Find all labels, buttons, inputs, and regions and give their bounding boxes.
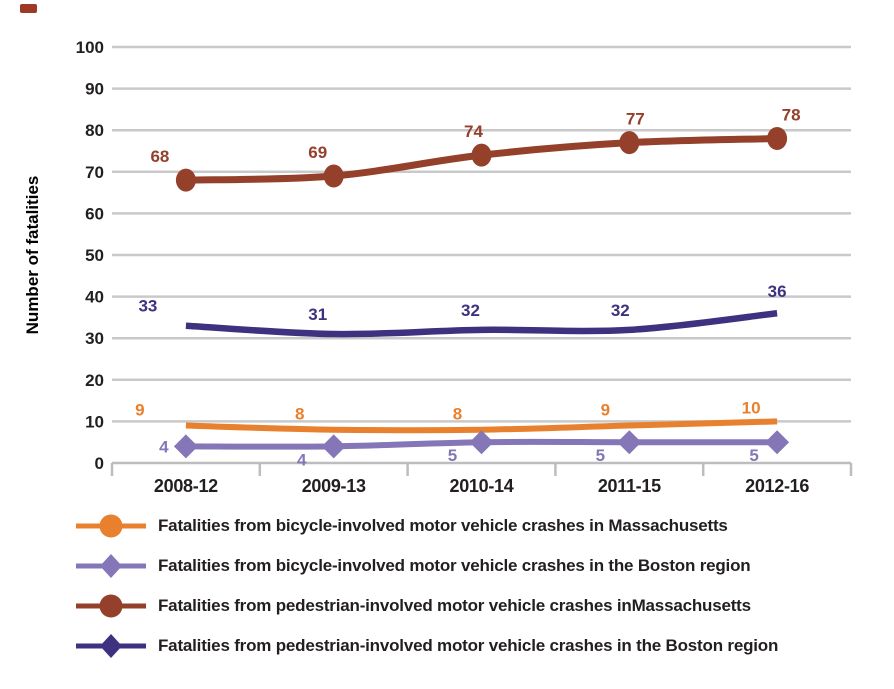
series-2-marker [323, 164, 344, 188]
series-1-marker [321, 434, 346, 459]
x-axis-label: 2012-16 [745, 476, 809, 496]
data-label: 36 [768, 282, 787, 301]
series-1-marker [765, 430, 790, 455]
data-label: 9 [601, 401, 610, 420]
data-label: 69 [308, 143, 327, 162]
series-2-marker [767, 127, 788, 151]
data-label: 8 [453, 405, 462, 424]
data-label: 74 [464, 122, 483, 141]
legend-label: Fatalities from bicycle-involved motor v… [158, 556, 751, 575]
fatalities-line-chart: Number of fatalities 0 10 20 30 40 50 60 70 80 90… [23, 38, 853, 496]
x-axis-label: 2008-12 [154, 476, 218, 496]
corner-mark-decoration [20, 4, 37, 13]
data-label: 5 [749, 446, 758, 465]
data-label: 5 [448, 446, 457, 465]
series-1-marker [469, 430, 494, 455]
data-label: 33 [138, 297, 157, 316]
y-tick-label: 40 [85, 288, 104, 307]
legend-item: Fatalities from pedestrian-involved moto… [75, 586, 875, 626]
legend-label: Fatalities from pedestrian-involved moto… [158, 596, 751, 615]
series-1-marker [173, 434, 198, 459]
legend-diamond-swatch [76, 554, 146, 578]
x-axis-label: 2009-13 [302, 476, 366, 496]
data-label: 32 [461, 301, 480, 320]
data-label: 77 [626, 110, 645, 129]
y-tick-label: 70 [85, 163, 104, 182]
data-label: 32 [611, 301, 630, 320]
series-1-marker [617, 430, 642, 455]
data-label: 68 [150, 147, 169, 166]
y-tick-label: 90 [85, 80, 104, 99]
data-label: 5 [596, 446, 605, 465]
y-tick-label: 0 [95, 454, 104, 473]
data-label: 4 [159, 437, 169, 456]
legend-item: Fatalities from bicycle-involved motor v… [75, 506, 875, 546]
series-2-marker [471, 143, 492, 167]
data-label: 8 [295, 405, 304, 424]
y-tick-label: 50 [85, 246, 104, 265]
data-label: 9 [135, 401, 144, 420]
legend-label: Fatalities from bicycle-involved motor v… [158, 516, 728, 535]
y-axis-title: Number of fatalities [23, 176, 42, 335]
series-2-marker [619, 131, 640, 155]
y-tick-label: 60 [85, 204, 104, 223]
series-2-marker [175, 168, 196, 192]
legend-item: Fatalities from bicycle-involved motor v… [75, 546, 875, 586]
legend-diamond-swatch [76, 634, 146, 658]
data-label: 31 [308, 305, 327, 324]
x-axis-label: 2010-14 [450, 476, 514, 496]
data-label: 10 [742, 398, 761, 417]
y-tick-label: 10 [85, 412, 104, 431]
x-axis-label: 2011-15 [598, 476, 661, 496]
data-label: 4 [297, 450, 307, 469]
legend-circle-swatch [76, 594, 146, 618]
y-tick-label: 100 [76, 38, 104, 57]
y-tick-label: 30 [85, 329, 104, 348]
legend-circle-swatch [76, 514, 146, 538]
y-tick-label: 80 [85, 121, 104, 140]
y-tick-label: 20 [85, 371, 104, 390]
chart-legend: Fatalities from bicycle-involved motor v… [75, 506, 875, 666]
legend-label: Fatalities from pedestrian-involved moto… [158, 636, 779, 655]
series-line-3 [185, 310, 778, 338]
data-label: 78 [782, 106, 801, 125]
legend-item: Fatalities from pedestrian-involved moto… [75, 626, 875, 666]
series-line-0 [185, 418, 778, 434]
